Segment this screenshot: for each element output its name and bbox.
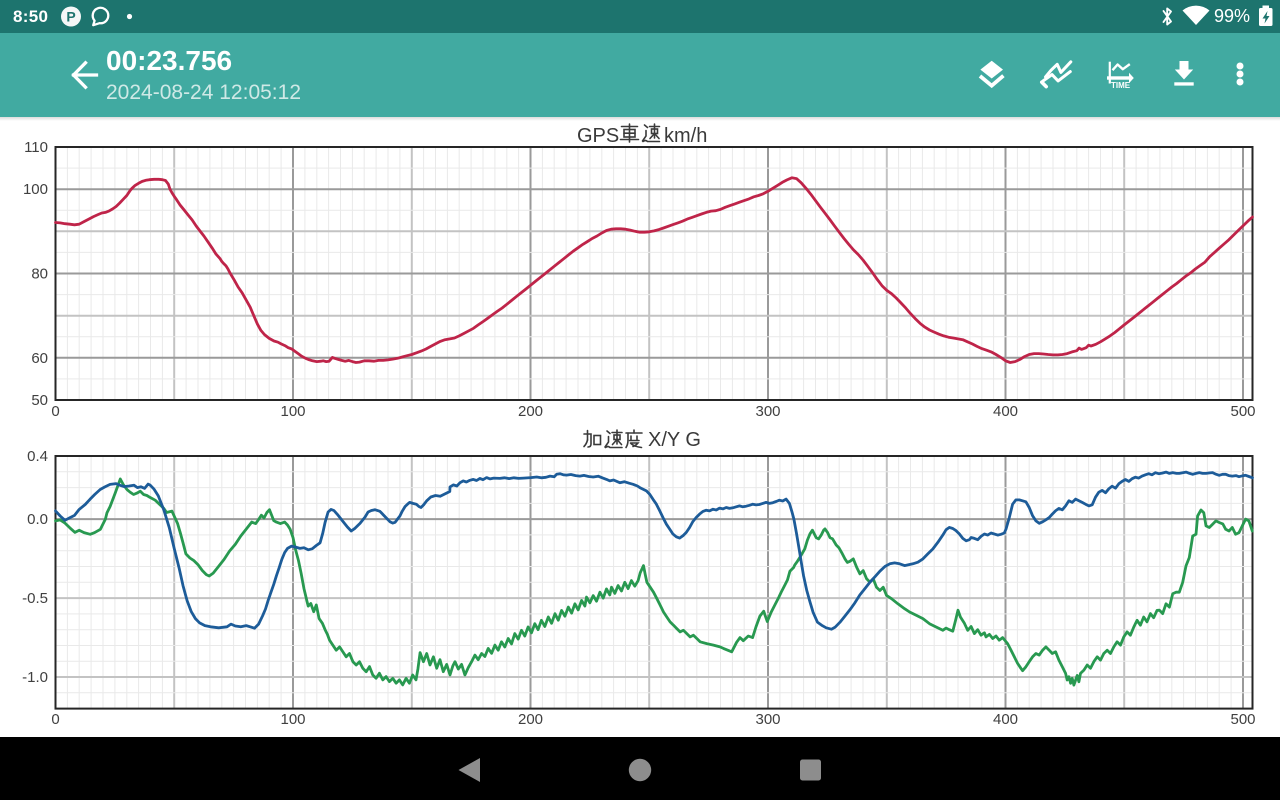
- svg-text:100: 100: [280, 403, 305, 420]
- svg-text:0: 0: [51, 403, 59, 420]
- svg-text:100: 100: [23, 181, 48, 198]
- svg-text:0.4: 0.4: [27, 448, 48, 465]
- svg-text:300: 300: [755, 711, 780, 728]
- svg-text:80: 80: [31, 266, 48, 283]
- svg-text:GPS: GPS: [577, 125, 619, 147]
- svg-text:400: 400: [993, 711, 1018, 728]
- svg-text:400: 400: [993, 403, 1018, 420]
- svg-text:TIME: TIME: [1111, 81, 1131, 90]
- svg-text:500: 500: [1230, 711, 1255, 728]
- svg-text:km/h: km/h: [664, 125, 707, 147]
- svg-text:110: 110: [24, 139, 48, 156]
- svg-text:200: 200: [518, 711, 543, 728]
- svg-text:-0.5: -0.5: [22, 590, 48, 607]
- svg-text:-1.0: -1.0: [22, 669, 48, 686]
- svg-text:P: P: [66, 9, 75, 25]
- svg-text:200: 200: [518, 403, 543, 420]
- svg-text:0.0: 0.0: [27, 511, 48, 528]
- svg-text:60: 60: [31, 350, 48, 367]
- svg-text:50: 50: [31, 392, 48, 409]
- svg-text:0: 0: [51, 711, 59, 728]
- svg-text:300: 300: [755, 403, 780, 420]
- svg-text:500: 500: [1230, 403, 1255, 420]
- svg-text:X/Y G: X/Y G: [648, 429, 701, 451]
- svg-text:100: 100: [280, 711, 305, 728]
